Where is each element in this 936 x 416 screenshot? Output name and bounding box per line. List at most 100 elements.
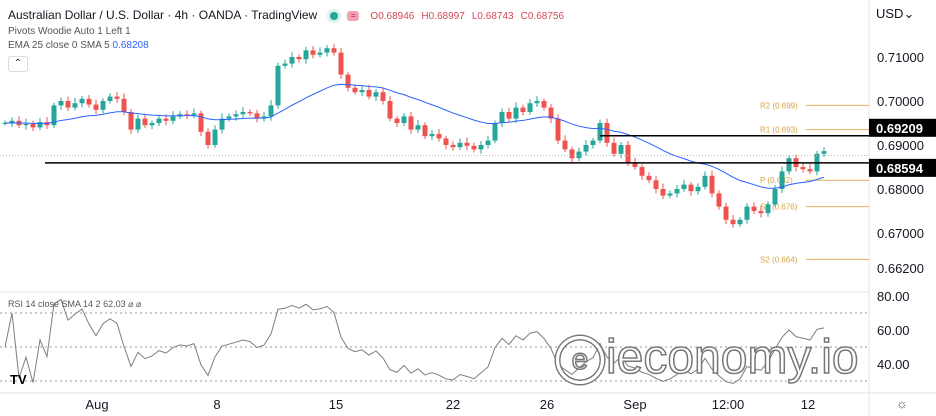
- ohlc-high: H0.68997: [421, 11, 465, 22]
- candle-body: [198, 113, 204, 132]
- pivot-label: S1 (0.676): [760, 203, 798, 212]
- candle-body: [324, 48, 330, 53]
- price-label: 0.68594: [876, 161, 924, 176]
- collapse-legend-button[interactable]: ⌃: [8, 56, 28, 72]
- candle-body: [464, 142, 470, 146]
- candle-body: [646, 175, 652, 181]
- candle-body: [296, 57, 302, 60]
- candle-body: [457, 142, 463, 148]
- candle-body: [72, 103, 78, 108]
- candle-body: [590, 140, 596, 145]
- rsi-legend[interactable]: RSI 14 close SMA 14 2 62.03 ⌀ ⌀: [8, 299, 142, 309]
- candle-body: [800, 167, 806, 170]
- candle-body: [135, 118, 141, 130]
- rsi-label: RSI 14 close SMA 14 2: [8, 299, 101, 309]
- candle-body: [387, 101, 393, 119]
- candle-body: [772, 189, 778, 205]
- candle-body: [65, 101, 71, 108]
- candle-body: [303, 50, 309, 60]
- candle-body: [79, 98, 85, 104]
- candle-body: [737, 219, 743, 225]
- candle-body: [100, 101, 106, 110]
- ema-value: 0.68208: [112, 40, 149, 51]
- candle-body: [478, 145, 484, 150]
- candle-body: [408, 116, 414, 130]
- candle-body: [653, 180, 659, 189]
- ema-line: [4, 83, 825, 189]
- chart-legend: Australian Dollar / U.S. Dollar · 4h · O…: [8, 8, 564, 22]
- candle-body: [2, 123, 8, 124]
- candle-body: [240, 112, 246, 115]
- rsi-tick-label: 80.00: [877, 289, 910, 304]
- candle-body: [450, 145, 456, 148]
- candle-body: [716, 193, 722, 207]
- candle-body: [674, 189, 680, 194]
- candle-body: [513, 107, 519, 119]
- rsi-line: [4, 298, 825, 385]
- candle-body: [345, 74, 351, 88]
- candle-body: [226, 116, 232, 119]
- pivots-legend[interactable]: Pivots Woodie Auto 1 Left 1: [8, 26, 131, 37]
- price-label-box: [869, 118, 936, 137]
- candle-body: [681, 184, 687, 189]
- candle-body: [527, 103, 533, 112]
- x-tick-label: 8: [213, 397, 220, 412]
- candle-body: [429, 134, 435, 137]
- y-tick-label: 0.67000: [877, 226, 924, 241]
- rsi-value: 62.03: [103, 299, 126, 309]
- x-tick-label: 12:00: [712, 397, 745, 412]
- candle-body: [156, 118, 162, 123]
- candle-body: [415, 125, 421, 130]
- x-tick-label: 15: [329, 397, 343, 412]
- settings-icon[interactable]: ☼: [896, 396, 908, 411]
- candle-body: [632, 162, 638, 167]
- equals-icon: =: [347, 11, 360, 22]
- candle-body: [730, 219, 736, 225]
- candle-body: [611, 142, 617, 154]
- candle-body: [254, 113, 260, 119]
- rsi-tick-label: 40.00: [877, 357, 910, 372]
- candle-body: [191, 113, 197, 116]
- candle-body: [534, 101, 540, 104]
- x-tick-label: 12: [801, 397, 815, 412]
- rsi-tick-label: 60.00: [877, 323, 910, 338]
- candle-body: [317, 52, 323, 55]
- candle-body: [163, 118, 169, 121]
- candle-body: [667, 193, 673, 196]
- candle-body: [380, 92, 386, 101]
- ohlc-open: O0.68946: [370, 11, 415, 22]
- candle-body: [576, 151, 582, 159]
- candle-body: [233, 114, 239, 117]
- candle-body: [37, 122, 43, 128]
- candle-body: [604, 123, 610, 143]
- y-tick-label: 0.71000: [877, 50, 924, 65]
- currency-selector[interactable]: USD⌄: [876, 6, 915, 21]
- watermark: ieconomy.io: [605, 331, 859, 384]
- candle-body: [569, 149, 575, 159]
- pivot-label: S2 (0.664): [760, 255, 798, 264]
- candle-body: [51, 105, 57, 126]
- candle-body: [744, 206, 750, 220]
- candle-body: [821, 151, 827, 154]
- candle-body: [548, 107, 554, 119]
- symbol-title[interactable]: Australian Dollar / U.S. Dollar · 4h · O…: [8, 8, 318, 22]
- ema-legend[interactable]: EMA 25 close 0 SMA 5 0.68208: [8, 40, 149, 51]
- candle-body: [338, 52, 344, 75]
- candle-body: [555, 118, 561, 141]
- x-tick-label: 26: [540, 397, 554, 412]
- candle-body: [751, 206, 757, 211]
- candle-body: [268, 105, 274, 117]
- candle-body: [492, 123, 498, 141]
- tradingview-logo-icon: TV: [10, 372, 27, 387]
- candle-body: [723, 206, 729, 220]
- candle-body: [58, 101, 64, 106]
- candle-body: [702, 175, 708, 187]
- y-tick-label: 0.66200: [877, 261, 924, 276]
- price-label: 0.69209: [876, 121, 923, 136]
- candle-body: [786, 158, 792, 172]
- candle-body: [212, 129, 218, 145]
- ohlc-close: C0.68756: [520, 11, 565, 22]
- candle-body: [282, 63, 288, 66]
- pivot-label: R2 (0.699): [760, 101, 798, 110]
